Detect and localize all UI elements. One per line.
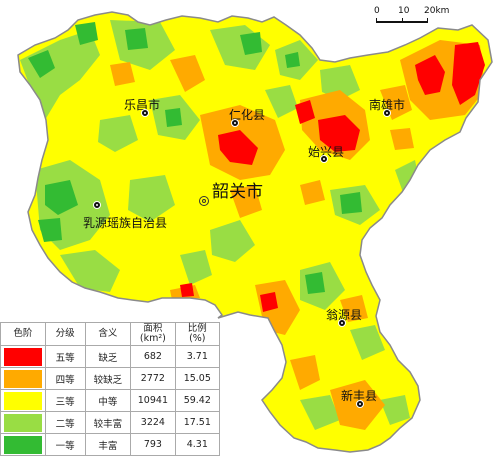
- legend-header-grade: 分级: [44, 322, 86, 346]
- place-shaoguan: 韶关市: [212, 182, 263, 202]
- legend-row: 四等 较缺乏 2772 15.05: [0, 367, 221, 390]
- scale-label-10: 10: [398, 6, 410, 16]
- legend-swatch-cell: [0, 345, 46, 368]
- place-label: 仁化县: [229, 108, 266, 122]
- scale-tick: [402, 18, 403, 23]
- legend-area: 3224: [130, 411, 176, 434]
- legend-area: 793: [130, 433, 176, 456]
- place-renhua: 仁化县: [229, 104, 266, 127]
- legend-ratio: 59.42: [174, 389, 221, 412]
- city-dot-icon: [320, 155, 328, 163]
- legend-table: 色阶 分级 含义 面积 (km²) 比例 (%) 五等 缺乏 682 3.71 四等…: [0, 322, 221, 456]
- legend-row: 五等 缺乏 682 3.71: [0, 345, 221, 368]
- legend-header-row: 色阶 分级 含义 面积 (km²) 比例 (%): [0, 322, 221, 346]
- place-label: 乳源瑶族自治县: [83, 216, 168, 230]
- city-dot-icon: [338, 319, 346, 327]
- legend-row: 二等 较丰富 3224 17.51: [0, 411, 221, 434]
- scale-tick: [427, 18, 428, 23]
- place-label: 乐昌市: [124, 98, 161, 112]
- legend-row: 一等 丰富 793 4.31: [0, 433, 221, 456]
- legend-meaning: 缺乏: [84, 345, 132, 368]
- city-dot-icon: [356, 400, 364, 408]
- legend-swatch: [3, 391, 42, 410]
- legend-grade: 三等: [44, 389, 86, 412]
- legend-swatch-cell: [0, 411, 46, 434]
- scale-bar: 0 10 20km: [374, 6, 449, 26]
- legend-area: 2772: [130, 367, 176, 390]
- legend-header-ratio: 比例 (%): [174, 322, 221, 346]
- legend-swatch-cell: [0, 389, 46, 412]
- legend-row: 三等 中等 10941 59.42: [0, 389, 221, 412]
- place-lechang: 乐昌市: [124, 94, 161, 117]
- city-dot-icon: [93, 201, 101, 209]
- place-label: 新丰县: [341, 389, 378, 403]
- city-dot-icon: [231, 119, 239, 127]
- legend-grade: 五等: [44, 345, 86, 368]
- place-label: 始兴县: [308, 145, 345, 159]
- legend-header-color: 色阶: [0, 322, 46, 346]
- place-xinfeng: 新丰县: [341, 385, 378, 408]
- legend-ratio: 15.05: [174, 367, 221, 390]
- legend-swatch: [3, 435, 42, 454]
- place-label: 南雄市: [369, 98, 406, 112]
- legend-swatch: [3, 413, 42, 432]
- place-label: 翁源县: [326, 308, 363, 322]
- legend-area: 682: [130, 345, 176, 368]
- city-dot-icon: [141, 109, 149, 117]
- legend-ratio: 4.31: [174, 433, 221, 456]
- legend-meaning: 较丰富: [84, 411, 132, 434]
- scale-tick: [376, 18, 377, 23]
- legend-swatch-cell: [0, 367, 46, 390]
- legend-meaning: 中等: [84, 389, 132, 412]
- legend-meaning: 较缺乏: [84, 367, 132, 390]
- legend-swatch-cell: [0, 433, 46, 456]
- scale-label-20km: 20km: [424, 6, 450, 16]
- legend-area: 10941: [130, 389, 176, 412]
- place-nanxiong: 南雄市: [369, 94, 406, 117]
- place-shixing: 始兴县: [308, 141, 345, 163]
- place-ruyuan: 乳源瑶族自治县: [83, 199, 167, 230]
- legend-swatch: [3, 347, 42, 366]
- legend-ratio: 17.51: [174, 411, 221, 434]
- legend-header-meaning: 含义: [84, 322, 132, 346]
- legend-grade: 四等: [44, 367, 86, 390]
- scale-label-0: 0: [374, 6, 380, 16]
- legend-ratio: 3.71: [174, 345, 221, 368]
- legend-swatch: [3, 369, 42, 388]
- capital-marker-icon: [199, 196, 209, 206]
- legend-header-area: 面积 (km²): [130, 322, 176, 346]
- legend-grade: 一等: [44, 433, 86, 456]
- legend-meaning: 丰富: [84, 433, 132, 456]
- place-wengyuan: 翁源县: [326, 304, 363, 327]
- city-dot-icon: [383, 109, 391, 117]
- legend-grade: 二等: [44, 411, 86, 434]
